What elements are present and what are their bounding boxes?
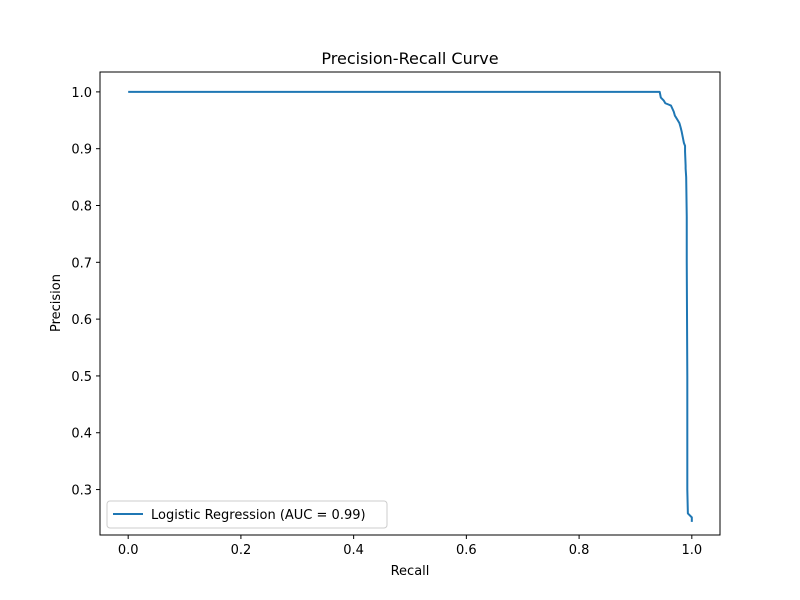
y-tick-label: 0.4 <box>71 427 92 442</box>
legend-box <box>106 500 388 529</box>
x-tick-label: 0.2 <box>231 543 252 558</box>
legend: Logistic Regression (AUC = 0.99) <box>106 500 388 529</box>
y-tick-label: 0.3 <box>71 484 92 499</box>
plot-frame <box>99 71 721 536</box>
legend-label: Logistic Regression (AUC = 0.99) <box>151 508 366 523</box>
x-tick-label: 0.6 <box>456 543 477 558</box>
y-tick-label: 0.7 <box>71 256 92 271</box>
series-line <box>128 90 693 522</box>
chart-title: Precision-Recall Curve <box>321 49 498 68</box>
x-tick-label: 0.4 <box>343 543 364 558</box>
y-tick-label: 0.5 <box>71 370 92 385</box>
axis-ticks: 0.0 0.2 0.4 0.6 0.8 1.0 0.3 0.4 0.5 0.6 0.7 0.8 0.9 1… <box>71 86 702 558</box>
y-tick-label: 1.0 <box>71 86 92 101</box>
y-tick-label: 0.9 <box>71 143 92 158</box>
plot-area <box>128 90 693 522</box>
x-tick-label: 0.0 <box>118 543 139 558</box>
x-tick-label: 0.8 <box>569 543 590 558</box>
x-axis-label: Recall <box>391 564 430 579</box>
y-tick-label: 0.8 <box>71 200 92 215</box>
x-tick-label: 1.0 <box>681 543 702 558</box>
y-tick-label: 0.6 <box>71 313 92 328</box>
y-axis-label: Precision <box>49 274 64 332</box>
